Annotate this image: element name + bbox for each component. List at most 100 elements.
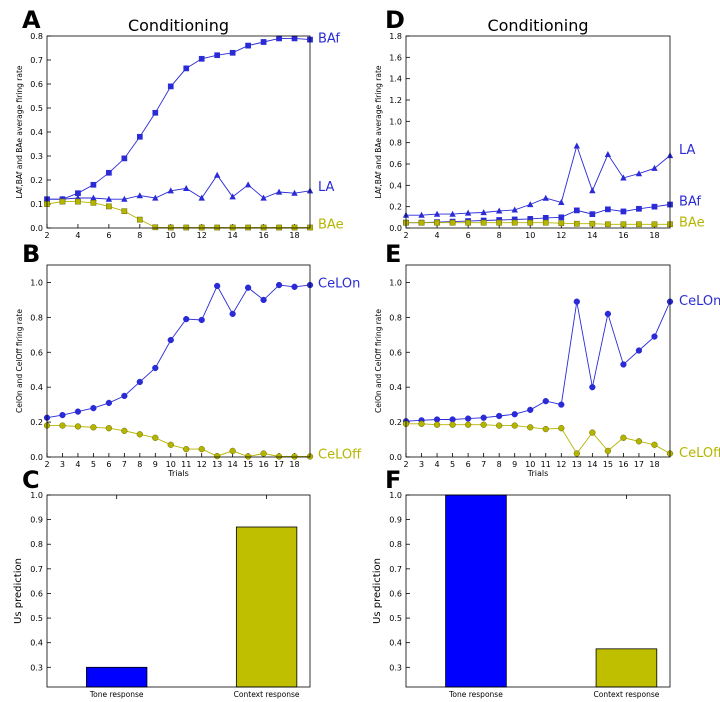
panel-e-series-celon-point [480, 414, 487, 421]
panel-e-series-celoff-point [480, 421, 487, 428]
panel-a-frame [46, 35, 311, 229]
panel-d-ytick-label: 1.4 [389, 75, 402, 84]
panel-b-series-celoff-point [260, 450, 267, 457]
panel-d-ytick-label: 1.8 [389, 32, 402, 41]
panel-d-ytick-label: 0.8 [389, 139, 402, 148]
panel-a-series-baf-point [136, 133, 143, 140]
panel-b-xtick-label: 12 [197, 460, 207, 469]
panel-e-xtick-label: 10 [525, 460, 535, 469]
panel-d-series-baf-label: BAf [679, 194, 701, 209]
panel-b-series-celon-point [214, 282, 221, 290]
panel-a-series-bae-point [167, 224, 174, 231]
panel-e-series-celoff-point [449, 421, 456, 428]
panel-b-frame [46, 264, 311, 458]
panel-a-series-bae-point [245, 224, 251, 231]
panel-a-series-la-point [121, 195, 128, 202]
panel-a-ytick-label: 0.3 [30, 152, 43, 161]
panel-e-series-celon-point [511, 411, 518, 418]
panel-d-series-bae-point [636, 221, 642, 228]
panel-d-ytick-label: 0.6 [389, 160, 402, 169]
panel-e-series-celon-line [405, 301, 671, 422]
panel-c: C 0.3 0.4 0.5 0.6 0.7 0.8 0.9 1.0 Us prediction To… [13, 466, 311, 699]
panel-b-series-celoff-point [214, 452, 221, 460]
panel-d-series-la-point [651, 164, 658, 171]
panel-a-series-la-point [244, 181, 252, 188]
panel-a-xtick-label: 10 [166, 231, 176, 240]
panel-d-frame [405, 35, 671, 229]
panel-b-series-celon-point [74, 408, 82, 415]
panel-b-series-celoff-point [90, 424, 97, 431]
panel-d-ylabel: LAf,BAf and BAe average firing rate [374, 65, 383, 198]
panel-d-series-la-point [604, 151, 612, 157]
panel-e-xtick-label: 3 [419, 460, 424, 469]
panel-e-xtick-label: 18 [649, 460, 659, 469]
panel-d: D Conditioning 0.0 0.2 0.4 0.6 0.8 1.0 1.2 1.4 1.6… [374, 6, 705, 240]
panel-d-series-la-point [480, 209, 487, 216]
panel-b-xtick-label: 15 [243, 460, 253, 469]
panel-b-series-celon-point [152, 364, 159, 372]
panel-e-xtick-label: 13 [572, 460, 582, 469]
panel-b-xtick-label: 6 [106, 460, 111, 469]
panel-a-series-bae-point [276, 224, 282, 231]
panel-e-series-celoff-point [558, 425, 565, 432]
panel-d-series-bae-line [406, 222, 670, 225]
panel-a-xtick-label: 16 [258, 231, 268, 240]
panel-a-series-baf-point [214, 52, 221, 59]
panel-e-series-celoff-point [604, 447, 612, 455]
panel-b-xlabel: Trials [167, 469, 189, 478]
panel-d-series-bae-point [449, 219, 456, 226]
panel-b-xtick-label: 9 [153, 460, 158, 469]
panel-a-series-bae-point [136, 216, 143, 223]
panel-a-xtick-label: 12 [197, 231, 207, 240]
panel-e-series-celoff-point [433, 421, 441, 428]
panel-e-ytick-label: 0.0 [389, 453, 402, 462]
panel-e-xtick-label: 2 [403, 460, 408, 469]
panel-b-series-celoff-point [74, 423, 82, 430]
panel-d-series-baf-point [605, 206, 611, 213]
panel-d-series-la-point [433, 210, 441, 217]
panel-d-xtick-label: 14 [587, 231, 597, 240]
panel-c-ytick-label: 0.3 [30, 663, 43, 672]
panel-d-series-baf-point [620, 208, 627, 215]
panel-b-series-celon-point [59, 411, 66, 419]
panel-a-series-baf-label: BAf [318, 31, 340, 46]
panel-e-series-celon-point [496, 412, 503, 420]
panel-f: F 0.3 0.4 0.5 0.6 0.7 0.8 0.9 1.0 Us prediction To… [372, 466, 671, 699]
panel-d-series-bae-point [511, 219, 518, 226]
panel-f-frame [405, 494, 671, 688]
panel-a-series-bae-point [229, 224, 236, 231]
panel-e-ytick-label: 1.0 [389, 278, 402, 287]
panel-b-xtick-label: 8 [137, 460, 142, 469]
panel-b-xtick-label: 5 [91, 460, 96, 469]
panel-e-xtick-label: 17 [634, 460, 644, 469]
panel-b-xtick-label: 13 [212, 460, 222, 469]
panel-d-series-la-point [464, 209, 472, 216]
panel-b-series-celoff-point [198, 445, 205, 453]
panel-b-xtick-label: 3 [60, 460, 65, 469]
panel-d-series-baf-point [542, 215, 549, 221]
panel-d-series-baf-point [589, 211, 596, 217]
panel-b-series-celoff-line [47, 425, 310, 457]
panel-b-series-celoff-point [59, 422, 66, 429]
panel-b-series-celoff-point [291, 453, 298, 460]
panel-b-series-celon-point [90, 404, 97, 412]
panel-a-series-la-point [136, 192, 144, 199]
panel-a-series-la-point [167, 187, 174, 194]
panel-b-xtick-label: 17 [274, 460, 284, 469]
panel-a-series-la-point [213, 171, 221, 178]
panel-c-category-label: Tone response [89, 690, 144, 699]
panel-d-series-bae-point [496, 219, 503, 226]
panel-a-series-la-label: LA [318, 180, 335, 195]
panel-a-series-bae-point [121, 208, 128, 215]
panel-d-series-bae-label: BAe [679, 216, 705, 231]
panel-a-series-bae-line [46, 201, 310, 228]
panel-e-series-celon-point [620, 361, 627, 368]
panel-e-ylabel: CelOn and CelOff firing rate [374, 309, 383, 413]
panel-d-series-baf-line [406, 204, 671, 224]
panel-d-xtick-label: 12 [556, 231, 566, 240]
panel-f-ytick-label: 0.6 [389, 589, 402, 598]
panel-d-series-la-point [511, 206, 518, 213]
panel-e-xtick-label: 11 [541, 460, 551, 469]
panel-a-title: Conditioning [128, 16, 229, 35]
panel-d-series-baf-point [573, 207, 580, 214]
